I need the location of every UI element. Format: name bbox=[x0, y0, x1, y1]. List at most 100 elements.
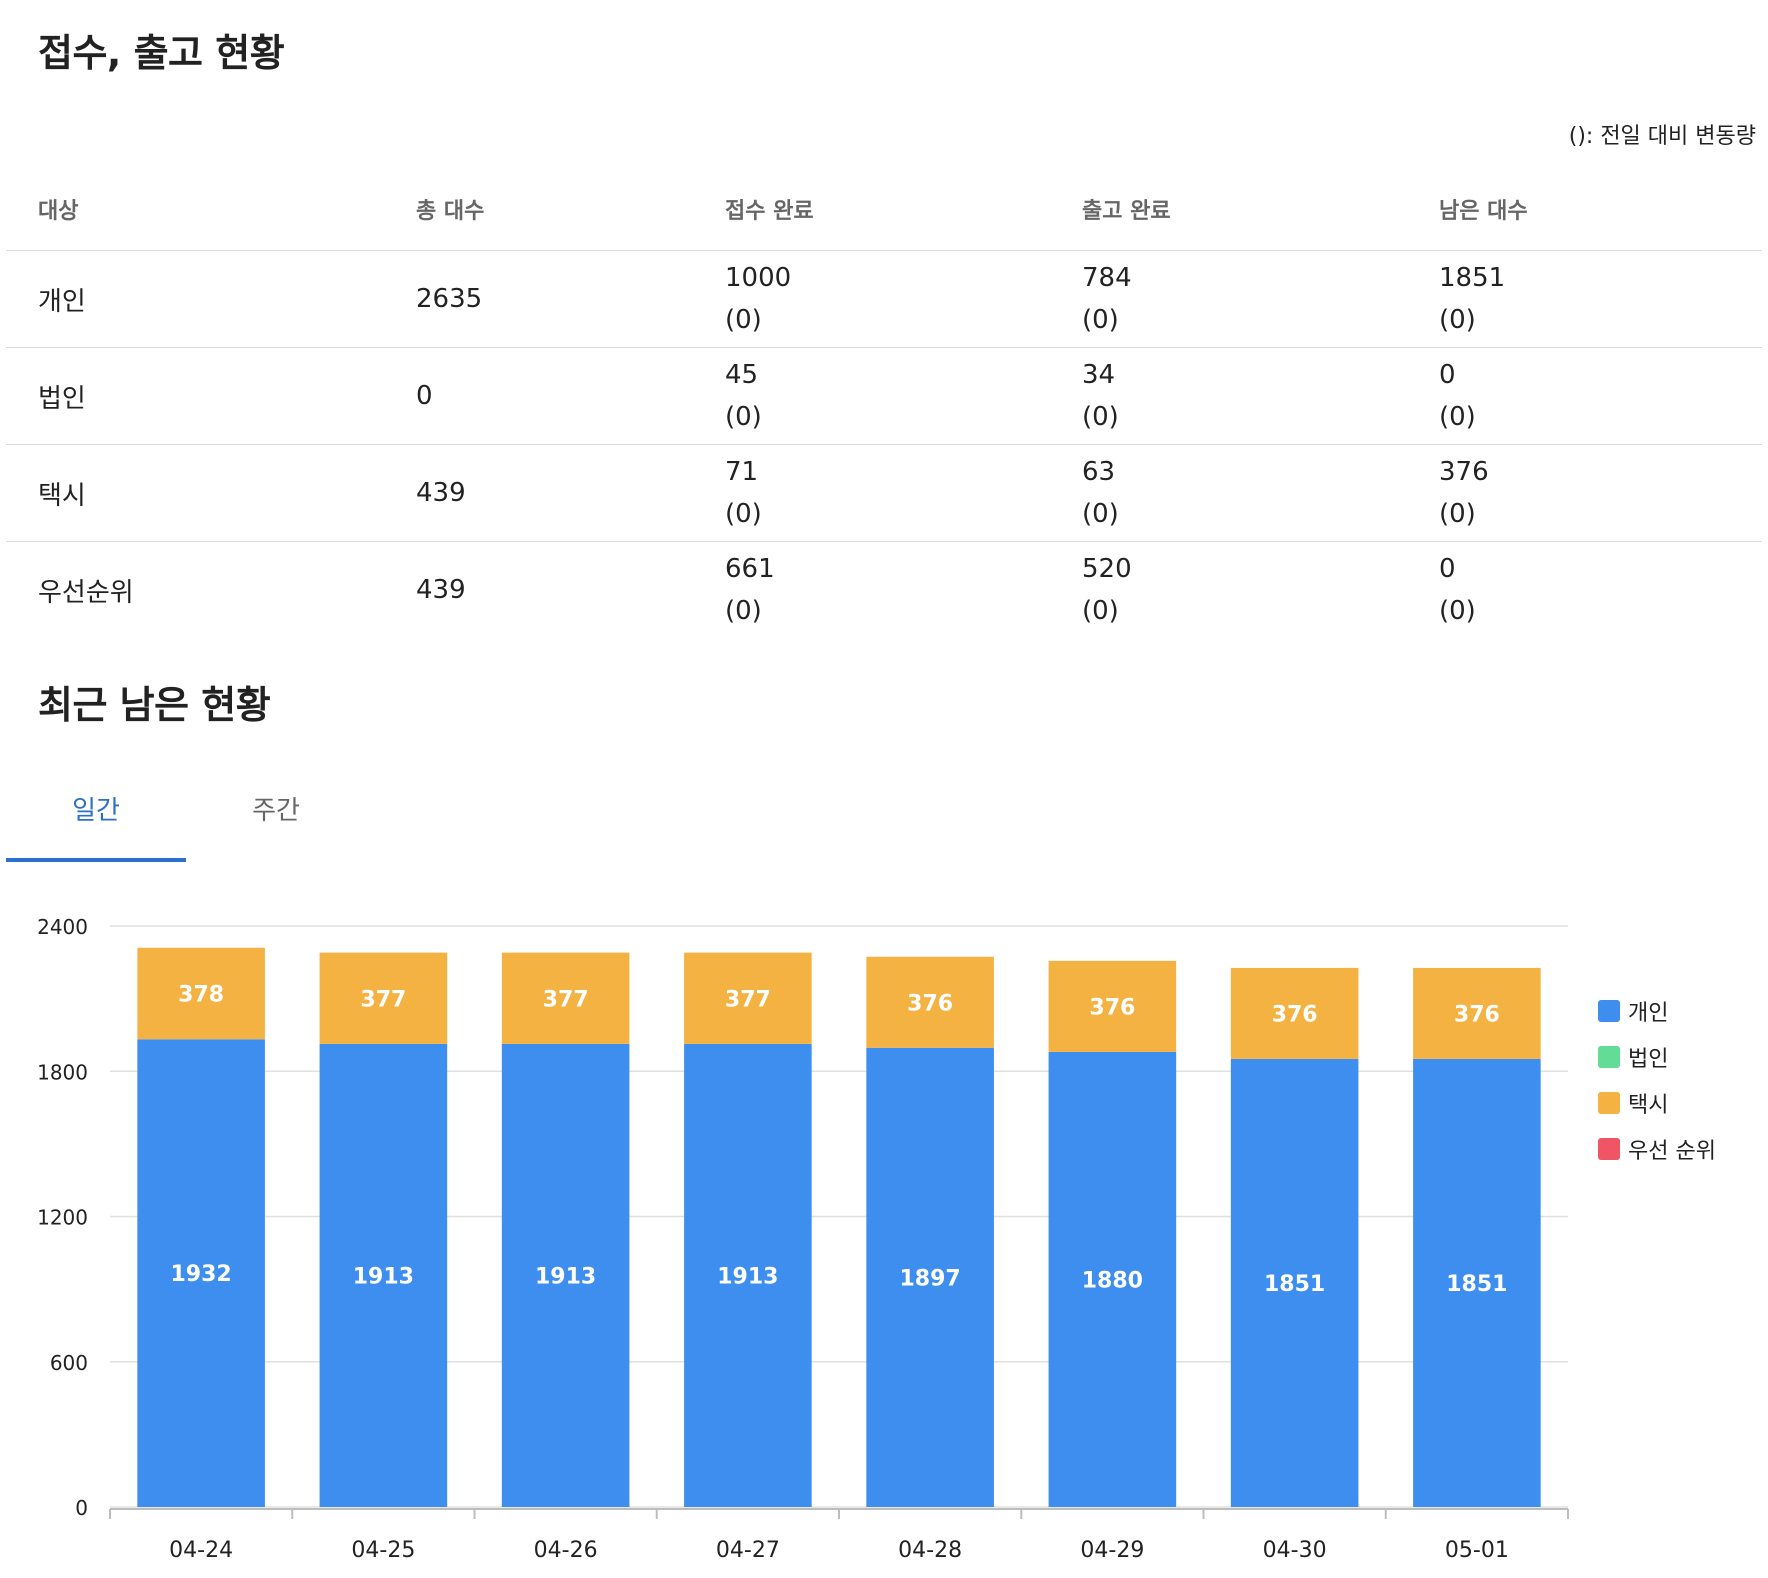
received-value: 1000 bbox=[725, 263, 792, 293]
released-value: 34 bbox=[1082, 360, 1116, 390]
x-tick-label: 04-28 bbox=[898, 1538, 962, 1560]
bar-segment bbox=[1048, 1051, 1177, 1507]
bar-segment bbox=[684, 1043, 812, 1507]
cell-remaining: 376 (0) bbox=[1439, 444, 1762, 542]
header-released: 출고 완료 bbox=[1082, 168, 1439, 251]
remaining-value: 376 bbox=[1439, 457, 1489, 487]
remaining-change: (0) bbox=[1439, 402, 1476, 432]
data-label: 1913 bbox=[535, 1264, 596, 1289]
legend-item[interactable]: 택시 bbox=[1598, 1080, 1716, 1126]
data-label: 376 bbox=[1272, 1002, 1318, 1027]
cell-remaining: 0 (0) bbox=[1439, 347, 1762, 445]
bar-segment bbox=[866, 956, 994, 1048]
released-value: 520 bbox=[1082, 554, 1132, 584]
cell-released: 520 (0) bbox=[1082, 542, 1439, 639]
cell-target: 개인 bbox=[6, 250, 416, 348]
cell-released: 34 (0) bbox=[1082, 347, 1439, 445]
bar-segment bbox=[1413, 967, 1541, 1059]
tab-weekly[interactable]: 주간 bbox=[252, 796, 300, 826]
tab-daily[interactable]: 일간 bbox=[6, 780, 186, 862]
cell-received: 45 (0) bbox=[725, 347, 1082, 445]
cell-released: 784 (0) bbox=[1082, 250, 1439, 348]
x-tick-label: 04-24 bbox=[169, 1538, 233, 1560]
y-tick-label: 0 bbox=[75, 1496, 88, 1520]
data-label: 1851 bbox=[1264, 1272, 1325, 1297]
legend-swatch bbox=[1598, 1138, 1620, 1160]
change-note: (): 전일 대비 변동량 bbox=[1568, 124, 1756, 149]
section-title-recent: 최근 남은 현황 bbox=[38, 683, 271, 727]
received-change: (0) bbox=[725, 499, 762, 529]
x-tick-label: 04-27 bbox=[716, 1538, 780, 1560]
bar-segment bbox=[137, 947, 265, 1040]
table-row: 택시 439 71 (0) 63 (0) 376 (0) bbox=[6, 444, 1762, 542]
cell-target: 택시 bbox=[6, 444, 416, 542]
data-label: 1932 bbox=[171, 1262, 232, 1287]
released-value: 63 bbox=[1082, 457, 1116, 487]
bar-segment bbox=[501, 1043, 630, 1507]
header-remaining: 남은 대수 bbox=[1439, 168, 1762, 251]
table-row: 법인 0 45 (0) 34 (0) 0 (0) bbox=[6, 347, 1762, 445]
cell-received: 661 (0) bbox=[725, 542, 1082, 639]
cell-target: 우선순위 bbox=[38, 577, 134, 608]
bar-segment bbox=[501, 952, 630, 1044]
bar-segment bbox=[319, 1043, 448, 1507]
remaining-change: (0) bbox=[1439, 305, 1476, 335]
released-change: (0) bbox=[1082, 596, 1119, 626]
legend-label: 택시 bbox=[1628, 1093, 1669, 1118]
period-tabs: 일간 주간 bbox=[6, 780, 406, 862]
legend-swatch bbox=[1598, 1092, 1620, 1114]
y-tick-label: 1800 bbox=[37, 1060, 88, 1084]
header-received: 접수 완료 bbox=[725, 168, 1082, 251]
cell-released: 63 (0) bbox=[1082, 444, 1439, 542]
cell-target: 법인 bbox=[6, 347, 416, 445]
table-header-row: 대상 총 대수 접수 완료 출고 완료 남은 대수 bbox=[6, 168, 1762, 251]
status-table: 대상 총 대수 접수 완료 출고 완료 남은 대수 개인 2635 1000 (0… bbox=[6, 168, 1762, 638]
received-change: (0) bbox=[725, 305, 762, 335]
legend-swatch bbox=[1598, 1000, 1620, 1022]
data-label: 377 bbox=[725, 987, 771, 1012]
received-value: 71 bbox=[725, 457, 759, 487]
released-change: (0) bbox=[1082, 499, 1119, 529]
data-label: 1913 bbox=[717, 1264, 778, 1289]
remaining-change: (0) bbox=[1439, 499, 1476, 529]
x-tick-label: 04-25 bbox=[351, 1538, 415, 1560]
released-value: 784 bbox=[1082, 263, 1132, 293]
x-tick-label: 05-01 bbox=[1445, 1538, 1509, 1560]
legend-label: 우선 순위 bbox=[1628, 1139, 1716, 1164]
data-label: 1880 bbox=[1082, 1268, 1143, 1293]
y-tick-label: 2400 bbox=[37, 915, 88, 939]
y-tick-label: 600 bbox=[50, 1351, 88, 1375]
bar-segment bbox=[137, 1039, 265, 1507]
data-label: 1913 bbox=[353, 1264, 414, 1289]
cell-remaining: 0 (0) bbox=[1439, 542, 1762, 639]
bar-segment bbox=[1048, 960, 1177, 1052]
cell-total: 439 bbox=[416, 575, 466, 605]
bar-segment bbox=[1230, 967, 1359, 1059]
legend-item[interactable]: 개인 bbox=[1598, 988, 1716, 1034]
legend-item[interactable]: 우선 순위 bbox=[1598, 1126, 1716, 1172]
data-label: 376 bbox=[907, 991, 953, 1016]
data-label: 377 bbox=[543, 987, 589, 1012]
bar-segment bbox=[866, 1047, 994, 1507]
cell-total: 0 bbox=[416, 347, 725, 445]
header-total: 총 대수 bbox=[416, 168, 725, 251]
remaining-value: 0 bbox=[1439, 360, 1456, 390]
cell-remaining: 1851 (0) bbox=[1439, 250, 1762, 348]
legend-label: 개인 bbox=[1628, 1001, 1669, 1026]
legend-swatch bbox=[1598, 1046, 1620, 1068]
received-value: 661 bbox=[725, 554, 775, 584]
x-tick-label: 04-26 bbox=[534, 1538, 598, 1560]
legend-label: 법인 bbox=[1628, 1047, 1669, 1072]
released-change: (0) bbox=[1082, 402, 1119, 432]
bar-segment bbox=[319, 952, 448, 1044]
bar-segment bbox=[684, 952, 812, 1044]
legend-item[interactable]: 법인 bbox=[1598, 1034, 1716, 1080]
bar-segment bbox=[1230, 1058, 1359, 1507]
remaining-value: 0 bbox=[1439, 554, 1456, 584]
data-label: 1851 bbox=[1446, 1272, 1507, 1297]
x-tick-label: 04-30 bbox=[1263, 1538, 1327, 1560]
data-label: 1897 bbox=[900, 1266, 961, 1291]
x-tick-label: 04-29 bbox=[1080, 1538, 1144, 1560]
received-change: (0) bbox=[725, 596, 762, 626]
cell-received: 1000 (0) bbox=[725, 250, 1082, 348]
